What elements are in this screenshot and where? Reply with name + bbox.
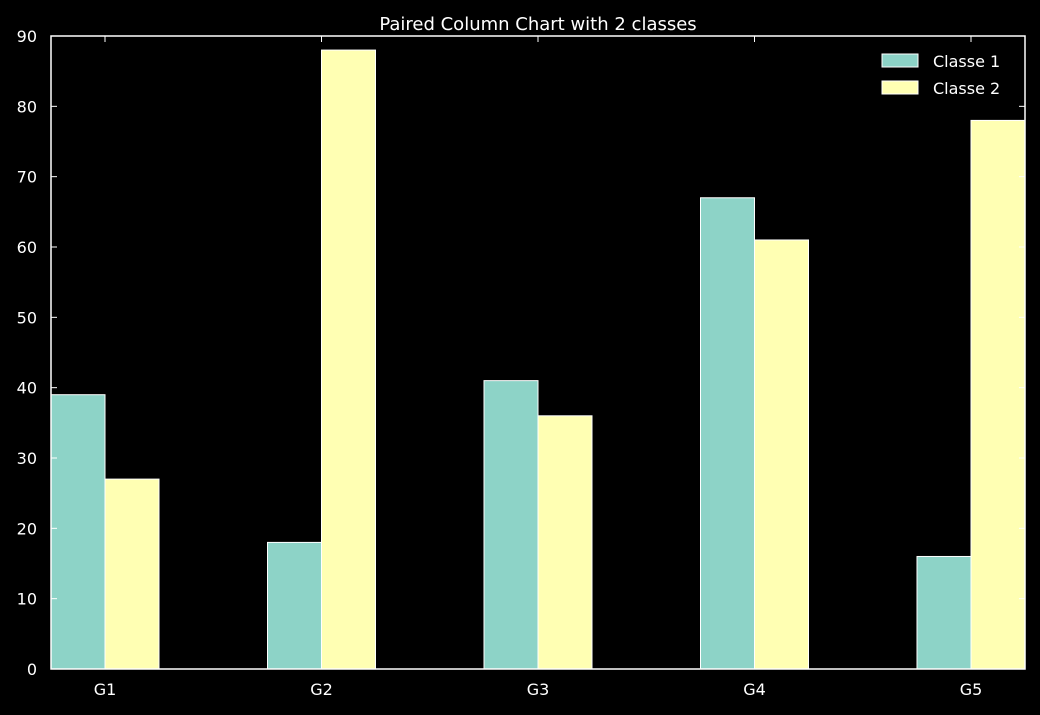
x-tick-label-g2: G2 <box>310 680 333 699</box>
bars-layer <box>50 49 1026 670</box>
x-tick-label-g5: G5 <box>960 680 983 699</box>
bar-g3-series-2 <box>537 415 593 670</box>
bar-g2-series-2 <box>321 49 376 670</box>
x-tick-label-g4: G4 <box>743 680 766 699</box>
y-tick-label: 0 <box>27 660 37 679</box>
bar-g5-series-1 <box>916 555 972 670</box>
chart-title: Paired Column Chart with 2 classes <box>379 14 696 35</box>
legend-swatch-series-2 <box>881 80 919 95</box>
bar-g2-series-1 <box>267 541 322 670</box>
x-axis: G1 G2 G3 G4 G5 <box>94 36 983 699</box>
y-tick-label: 30 <box>17 449 37 468</box>
y-tick-label: 80 <box>17 97 37 116</box>
legend-label-series-2: Classe 2 <box>933 79 1000 98</box>
legend: Classe 1 Classe 2 <box>881 52 1000 98</box>
y-tick-label: 70 <box>17 168 37 187</box>
bar-g1-series-2 <box>104 478 160 670</box>
legend-swatch-series-1 <box>881 53 919 68</box>
y-tick-label: 50 <box>17 308 37 327</box>
y-tick-label: 60 <box>17 238 37 257</box>
bar-g5-series-2 <box>970 119 1026 670</box>
x-tick-label-g3: G3 <box>527 680 550 699</box>
bar-g4-series-2 <box>754 239 809 670</box>
bar-g1-series-1 <box>50 394 106 670</box>
legend-label-series-1: Classe 1 <box>933 52 1000 71</box>
y-tick-label: 20 <box>17 519 37 538</box>
bar-g3-series-1 <box>483 380 539 670</box>
y-tick-label: 40 <box>17 379 37 398</box>
y-tick-label: 10 <box>17 590 37 609</box>
y-tick-label: 90 <box>17 27 37 46</box>
bar-g4-series-1 <box>700 197 755 670</box>
x-tick-label-g1: G1 <box>94 680 117 699</box>
y-axis: 0 10 20 30 40 50 60 70 80 90 <box>17 27 1025 679</box>
